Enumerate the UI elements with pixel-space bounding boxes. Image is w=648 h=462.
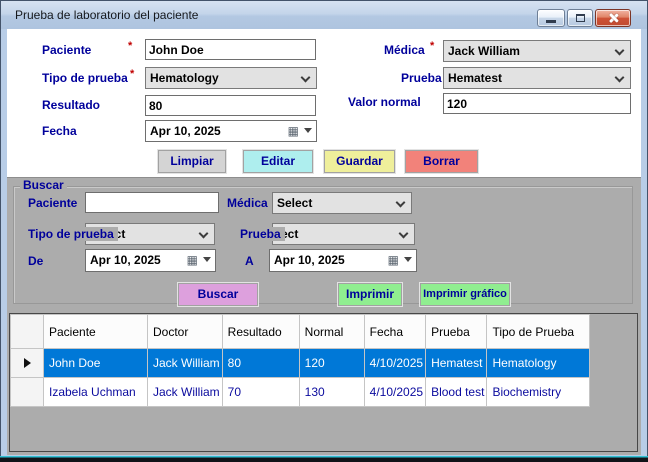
chevron-down-icon [198,228,209,239]
column-header-normal[interactable]: Normal [298,314,365,349]
cell-fecha[interactable]: 4/10/2025 [363,377,427,407]
minimize-icon [546,20,556,23]
medica-combobox[interactable]: Jack William [443,40,631,62]
cell-normal[interactable]: 130 [298,377,365,407]
search-de-datepicker-value: Apr 10, 2025 [90,253,161,267]
cell-paciente[interactable]: John Doe [43,348,148,378]
table-row: Izabela Uchman Jack William 70 130 4/10/… [10,377,591,407]
results-table: Paciente Doctor Resultado Normal Fecha P… [10,314,591,407]
cell-doctor[interactable]: Jack William [147,348,223,378]
search-prueba-label: Prueba [240,227,285,241]
fecha-datepicker-value: Apr 10, 2025 [150,124,221,138]
resultado-label: Resultado [42,98,101,112]
cell-doctor[interactable]: Jack William [147,377,223,407]
buscar-button[interactable]: Buscar [178,283,258,306]
search-paciente-input[interactable] [85,192,219,213]
paciente-required-marker: * [128,40,133,52]
cell-resultado[interactable]: 80 [221,348,300,378]
prueba-combobox[interactable]: Hematest [443,67,631,89]
calendar-icon: ▦ [186,253,198,267]
editar-button[interactable]: Editar [243,150,313,173]
tipo-de-prueba-combobox-value: Hematology [150,71,219,85]
column-header-resultado[interactable]: Resultado [221,314,300,349]
medica-required-marker: * [430,40,435,52]
tipo-required-marker: * [130,68,135,80]
row-selector-cell[interactable] [10,348,44,378]
prueba-combobox-value: Hematest [448,71,503,85]
results-datagrid: Paciente Doctor Resultado Normal Fecha P… [9,313,638,452]
column-header-prueba[interactable]: Prueba [425,314,488,349]
row-selector-arrow-icon [23,358,31,368]
search-medica-combobox-value: Select [277,196,313,210]
cell-tipo-de-prueba[interactable]: Hematology [486,348,591,378]
buscar-groupbox [13,186,633,304]
tipo-de-prueba-label: Tipo de prueba [42,71,128,85]
buscar-groupbox-title: Buscar [20,178,67,192]
search-paciente-label: Paciente [28,196,78,210]
search-a-datepicker-value: Apr 10, 2025 [274,253,345,267]
row-selector-cell[interactable] [10,377,44,407]
desktop-edge-strip [0,456,648,462]
imprimir-button[interactable]: Imprimir [338,283,402,306]
table-row: John Doe Jack William 80 120 4/10/2025 H… [10,348,591,378]
column-header-fecha[interactable]: Fecha [363,314,427,349]
valor-normal-input[interactable] [443,93,631,114]
column-header-doctor[interactable]: Doctor [147,314,223,349]
borrar-button[interactable]: Borrar [405,150,478,173]
paciente-label: Paciente [42,43,92,57]
calendar-icon: ▦ [287,124,299,138]
cell-tipo-de-prueba[interactable]: Biochemistry [486,377,591,407]
guardar-button[interactable]: Guardar [324,150,395,173]
window-title: Prueba de laboratorio del paciente [15,8,199,22]
column-header-paciente[interactable]: Paciente [43,314,148,349]
search-de-datepicker[interactable]: Apr 10, 2025 ▦ [85,249,216,272]
limpiar-button[interactable]: Limpiar [158,150,226,173]
search-a-datepicker[interactable]: Apr 10, 2025 ▦ [269,249,417,272]
cell-paciente[interactable]: Izabela Uchman [43,377,148,407]
chevron-down-icon [398,228,409,239]
close-button[interactable] [595,9,631,27]
search-medica-label: Médica [227,196,268,210]
valor-normal-label: Valor normal [348,95,421,109]
paciente-input[interactable] [145,39,316,60]
tipo-de-prueba-combobox[interactable]: Hematology [145,67,317,89]
fecha-datepicker[interactable]: Apr 10, 2025 ▦ [145,120,317,142]
search-a-label: A [245,254,254,268]
search-de-label: De [28,254,44,268]
calendar-icon: ▦ [387,253,399,267]
imprimir-grafico-button[interactable]: Imprimir gráfico [420,283,510,306]
cell-prueba[interactable]: Blood test [425,377,488,407]
dropdown-caret-icon [304,128,312,133]
grid-corner-header[interactable] [10,314,44,349]
chevron-down-icon [300,72,311,83]
minimize-button[interactable] [537,9,565,27]
chevron-down-icon [614,72,625,83]
prueba-label: Prueba [401,71,442,85]
chevron-down-icon [614,45,625,56]
chevron-down-icon [395,197,406,208]
fecha-label: Fecha [42,124,77,138]
maximize-button[interactable] [567,9,593,27]
dropdown-caret-icon [203,257,211,262]
dropdown-caret-icon [404,257,412,262]
medica-label: Médica [384,43,425,57]
cell-fecha[interactable]: 4/10/2025 [363,348,427,378]
column-header-tipo-de-prueba[interactable]: Tipo de Prueba [486,314,591,349]
medica-combobox-value: Jack William [448,44,520,58]
cell-normal[interactable]: 120 [298,348,365,378]
grid-header-row: Paciente Doctor Resultado Normal Fecha P… [10,314,591,349]
search-prueba-combobox[interactable]: Select [272,223,415,245]
title-bar[interactable]: Prueba de laboratorio del paciente [1,1,647,29]
close-icon [608,13,619,24]
resultado-input[interactable] [145,95,316,116]
cell-resultado[interactable]: 70 [221,377,300,407]
maximize-icon [576,14,585,22]
search-tipo-de-prueba-label: Tipo de prueba [28,227,118,241]
cell-prueba[interactable]: Hematest [425,348,488,378]
search-medica-combobox[interactable]: Select [272,192,412,214]
